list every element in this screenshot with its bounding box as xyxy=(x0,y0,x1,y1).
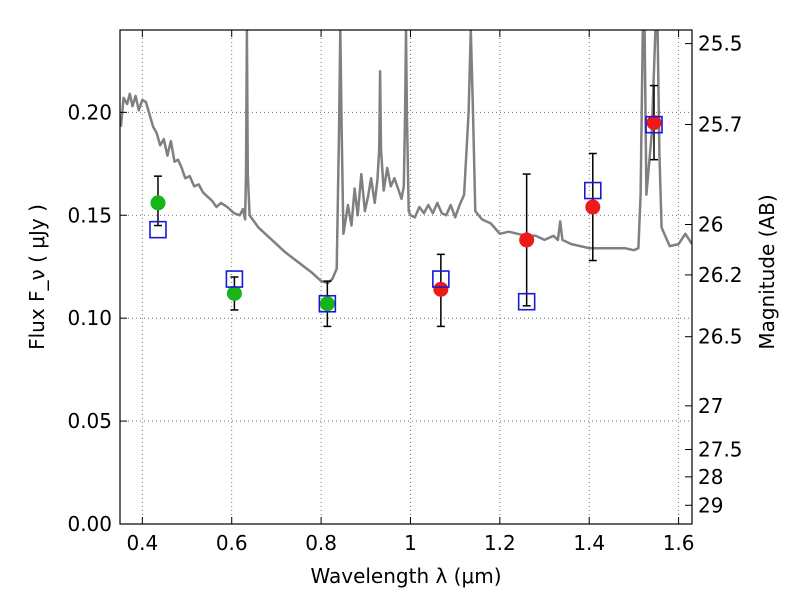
x-tick-label: 0.8 xyxy=(305,531,337,555)
data-point xyxy=(433,281,449,297)
model-photometry-point xyxy=(149,220,167,239)
x-tick-label: 1.4 xyxy=(573,531,605,555)
data-point xyxy=(585,199,601,215)
y-tick-label: 0.05 xyxy=(67,409,112,433)
x-tick-label: 0.6 xyxy=(216,531,248,555)
model-photometry-point xyxy=(645,115,663,134)
y-tick-label: 0.15 xyxy=(67,203,112,227)
x-tick-label: 1 xyxy=(404,531,417,555)
y-axis-label: Flux F_ν ( μJy ) xyxy=(25,204,49,350)
right-tick-label: 26.5 xyxy=(698,325,743,349)
right-tick-label: 26 xyxy=(698,213,723,237)
data-point xyxy=(319,296,335,312)
ticks-layer: 0.4 0.6 0.8 1 1.2 1.4 1.6 0.00 0.05 0.10 0.15 0.20 2… xyxy=(67,30,743,555)
model-photometry-point xyxy=(583,181,602,200)
right-tick-label: 25.5 xyxy=(698,32,743,56)
right-tick-label: 29 xyxy=(698,493,723,517)
x-tick-label: 1.6 xyxy=(663,531,695,555)
data-point xyxy=(226,285,242,301)
model-photometry-point xyxy=(517,292,536,311)
plot-frame xyxy=(119,29,693,525)
right-tick-label: 28 xyxy=(698,465,723,489)
right-tick-label: 25.7 xyxy=(698,112,743,136)
right-tick-label: 26.2 xyxy=(698,263,743,287)
data-point xyxy=(519,232,535,248)
x-tick-label: 0.4 xyxy=(126,531,158,555)
model-spectrum-line xyxy=(120,30,692,285)
right-tick-label: 27 xyxy=(698,394,723,418)
data-point xyxy=(646,115,662,131)
y-tick-label: 0.10 xyxy=(67,306,112,330)
model-photometry-point xyxy=(432,270,450,288)
x-tick-label: 1.2 xyxy=(484,531,516,555)
x-axis-label: Wavelength λ (μm) xyxy=(310,564,501,588)
model-photometry-point xyxy=(318,294,337,313)
data-point xyxy=(150,195,166,211)
data-points-layer xyxy=(149,84,663,328)
right-tick-label: 27.5 xyxy=(698,437,743,461)
y-tick-label: 0.00 xyxy=(67,512,112,536)
right-axis-label: Magnitude (AB) xyxy=(755,194,779,349)
y-tick-label: 0.20 xyxy=(67,100,112,124)
model-photometry-point xyxy=(225,270,244,288)
model-spectrum-layer xyxy=(120,30,692,285)
